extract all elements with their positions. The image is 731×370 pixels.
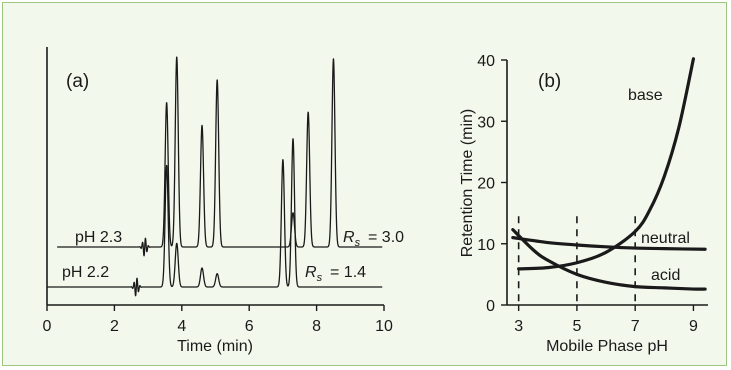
chart-b-x-title: Mobile Phase pH bbox=[546, 338, 668, 355]
chart-b-y-title: Retention Time (min) bbox=[459, 109, 476, 258]
chart-a-x-tick-label: 2 bbox=[110, 318, 119, 335]
curve-label-acid: acid bbox=[651, 267, 680, 284]
series-label-ph23: pH 2.3 bbox=[75, 229, 122, 246]
rs-value-ph23: = 3.0 bbox=[368, 229, 404, 246]
series-label-ph22: pH 2.2 bbox=[62, 264, 109, 281]
rs-symbol-ph23: Rs bbox=[343, 229, 361, 249]
curve-label-neutral: neutral bbox=[641, 230, 690, 247]
curve-label-base: base bbox=[628, 87, 663, 104]
chart-b-x-tick-label: 9 bbox=[689, 318, 698, 335]
chromatogram-trace-ph23 bbox=[56, 56, 383, 257]
chart-a-x-tick-label: 0 bbox=[43, 318, 52, 335]
rs-symbol-ph22: Rs bbox=[305, 264, 323, 284]
chart-a-x-tick-label: 6 bbox=[245, 318, 254, 335]
chart-b-panel-label: (b) bbox=[538, 71, 561, 92]
chart-b-x-tick-label: 5 bbox=[572, 318, 581, 335]
curve-neutral bbox=[511, 236, 707, 251]
chart-b-y-tick-label: 20 bbox=[477, 176, 495, 193]
chart-a-panel-label: (a) bbox=[66, 71, 89, 92]
chart-b-x-tick-label: 3 bbox=[514, 318, 523, 335]
chart-b-y-tick-label: 0 bbox=[486, 298, 495, 315]
rs-value-ph22: = 1.4 bbox=[330, 264, 366, 281]
chart-b-y-tick-label: 30 bbox=[477, 114, 495, 131]
chart-a-x-title: Time (min) bbox=[177, 338, 253, 355]
chromatogram-trace-ph22 bbox=[46, 138, 383, 297]
chart-b-x-tick-label: 7 bbox=[631, 318, 640, 335]
chart-a-x-tick-label: 4 bbox=[177, 318, 186, 335]
chart-a-x-tick-label: 10 bbox=[375, 318, 393, 335]
chart-b-y-tick-label: 40 bbox=[477, 53, 495, 70]
chart-b-y-tick-label: 10 bbox=[477, 237, 495, 254]
curve-acid bbox=[511, 228, 707, 291]
chart-a-x-tick-label: 8 bbox=[312, 318, 321, 335]
